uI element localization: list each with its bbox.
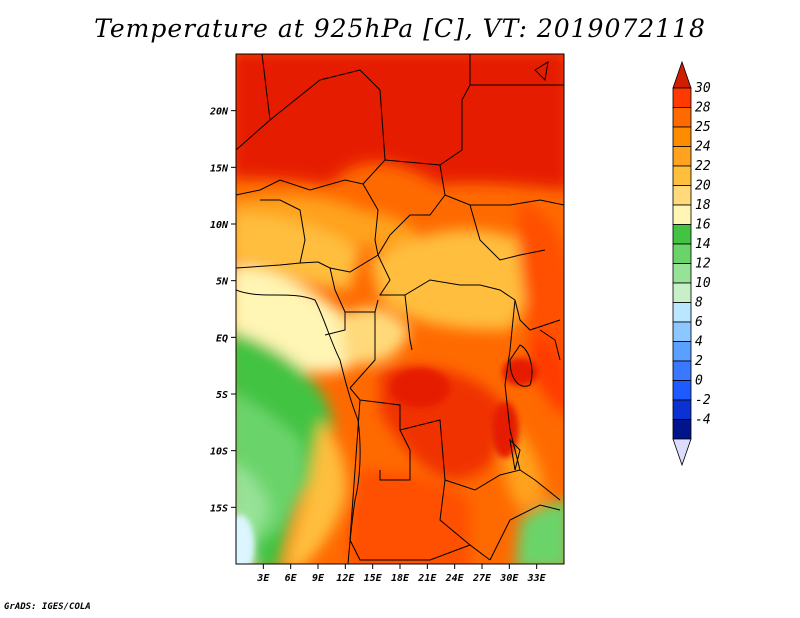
- colorbar-label: 28: [695, 101, 711, 116]
- colorbar-swatch: [672, 243, 692, 264]
- x-tick-label: 33E: [527, 573, 547, 584]
- country-borders: [236, 54, 564, 564]
- x-tick-label: 12E: [336, 573, 355, 584]
- y-tick-label: 10N: [210, 220, 229, 231]
- y-tick-label: 15N: [210, 163, 229, 174]
- colorbar-top-arrow: [672, 60, 692, 89]
- x-tick-label: 9E: [312, 573, 325, 584]
- x-tick-label: 27E: [472, 573, 492, 584]
- y-tick-label: EQ: [216, 333, 228, 344]
- colorbar-swatch: [672, 224, 692, 245]
- y-tick-label: 15S: [210, 503, 228, 514]
- x-tick-label: 30E: [499, 573, 519, 584]
- colorbar-swatch: [672, 126, 692, 147]
- colorbar-label: 10: [695, 276, 711, 291]
- colorbar-swatch: [672, 185, 692, 206]
- y-axis: 20N 15N 10N 5N EQ 5S 10S 15S: [209, 107, 236, 514]
- y-tick-label: 20N: [209, 107, 229, 118]
- colorbar-swatch: [672, 146, 692, 167]
- y-tick-label: 5S: [216, 390, 228, 401]
- colorbar-label: 20: [695, 179, 711, 194]
- x-tick-label: 18E: [391, 573, 410, 584]
- colorbar-label: 6: [695, 315, 703, 330]
- colorbar-label: 8: [695, 296, 703, 311]
- colorbar-label: 12: [695, 257, 711, 272]
- colorbar-swatch: [672, 107, 692, 128]
- colorbar-swatch: [672, 380, 692, 401]
- colorbar-swatch: [672, 419, 692, 440]
- chart-title: Temperature at 925hPa [C], VT: 201907211…: [94, 14, 706, 43]
- colorbar-label: -4: [695, 413, 711, 428]
- colorbar-label: 25: [695, 120, 711, 135]
- x-tick-label: 6E: [285, 573, 298, 584]
- colorbar-label: 22: [695, 159, 711, 174]
- colorbar-swatch: [672, 87, 692, 108]
- credit-text: GrADS: IGES/COLA: [4, 602, 91, 612]
- colorbar-swatch: [672, 321, 692, 342]
- colorbar-swatch: [672, 341, 692, 362]
- colorbar-swatch: [672, 204, 692, 225]
- x-tick-label: 3E: [256, 573, 270, 584]
- colorbar-label: 18: [695, 198, 711, 213]
- colorbar-label: 2: [695, 354, 703, 369]
- colorbar-label: 4: [695, 335, 703, 350]
- x-axis: 3E 6E 9E 12E 15E 18E 21E 24E 27E 30E 33E: [256, 564, 547, 584]
- colorbar-label: 24: [695, 140, 711, 155]
- colorbar-swatch: [672, 282, 692, 303]
- temperature-field: [236, 54, 564, 564]
- colorbar-swatch: [672, 399, 692, 420]
- x-tick-label: 21E: [417, 573, 437, 584]
- colorbar-swatch: [672, 302, 692, 323]
- colorbar-swatch: [672, 165, 692, 186]
- colorbar-swatch: [672, 263, 692, 284]
- x-tick-label: 24E: [445, 573, 465, 584]
- colorbar-swatch: [672, 360, 692, 381]
- colorbar-label: 30: [694, 81, 711, 96]
- colorbar-bottom-arrow: [672, 438, 692, 467]
- y-tick-label: 10S: [210, 447, 228, 458]
- x-tick-label: 15E: [364, 573, 383, 584]
- colorbar-label: 0: [695, 374, 703, 389]
- colorbar-label: 14: [695, 237, 711, 252]
- colorbar-label: -2: [695, 393, 711, 408]
- colorbar-label: 16: [695, 218, 711, 233]
- y-tick-label: 5N: [216, 277, 229, 288]
